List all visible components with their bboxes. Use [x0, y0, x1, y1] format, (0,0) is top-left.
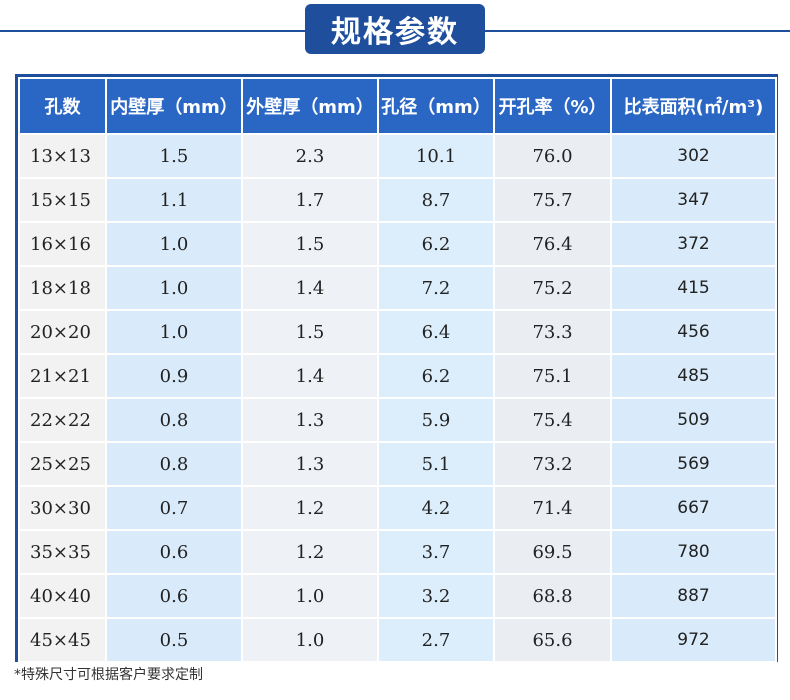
table-row: 20×20 1.0 1.5 6.4 73.3 456: [18, 309, 777, 355]
table-cell: 73.2: [493, 441, 612, 487]
table-cell: 2.7: [377, 617, 495, 663]
table-cell: 75.4: [493, 397, 612, 443]
table-row: 25×25 0.8 1.3 5.1 73.2 569: [18, 441, 777, 487]
table-cell: 20×20: [18, 309, 107, 355]
table-cell: 1.0: [241, 617, 379, 663]
table-cell: 65.6: [493, 617, 612, 663]
spec-table: 孔数 内壁厚（mm） 外壁厚（mm） 孔径（mm） 开孔率（%） 比表面积(㎡/…: [18, 77, 777, 663]
table-row: 21×21 0.9 1.4 6.2 75.1 485: [18, 353, 777, 399]
table-row: 16×16 1.0 1.5 6.2 76.4 372: [18, 221, 777, 267]
spec-table-container: 孔数 内壁厚（mm） 外壁厚（mm） 孔径（mm） 开孔率（%） 比表面积(㎡/…: [15, 74, 778, 663]
header-outer-wall: 外壁厚（mm）: [241, 77, 379, 135]
table-cell: 3.7: [377, 529, 495, 575]
table-cell: 1.4: [241, 353, 379, 399]
table-cell: 6.4: [377, 309, 495, 355]
table-cell: 76.0: [493, 133, 612, 179]
table-cell: 75.2: [493, 265, 612, 311]
table-cell: 887: [610, 573, 777, 619]
table-cell: 45×45: [18, 617, 107, 663]
table-cell: 35×35: [18, 529, 107, 575]
table-cell: 1.0: [241, 573, 379, 619]
table-cell: 0.8: [105, 397, 243, 443]
table-cell: 8.7: [377, 177, 495, 223]
header-hole-count: 孔数: [18, 77, 107, 135]
table-cell: 6.2: [377, 221, 495, 267]
table-cell: 456: [610, 309, 777, 355]
table-cell: 1.2: [241, 485, 379, 531]
table-cell: 4.2: [377, 485, 495, 531]
table-cell: 71.4: [493, 485, 612, 531]
table-cell: 1.2: [241, 529, 379, 575]
table-cell: 1.3: [241, 397, 379, 443]
table-cell: 1.3: [241, 441, 379, 487]
table-cell: 18×18: [18, 265, 107, 311]
table-cell: 667: [610, 485, 777, 531]
table-cell: 2.3: [241, 133, 379, 179]
table-cell: 1.5: [241, 221, 379, 267]
table-row: 40×40 0.6 1.0 3.2 68.8 887: [18, 573, 777, 619]
table-cell: 1.4: [241, 265, 379, 311]
table-row: 22×22 0.8 1.3 5.9 75.4 509: [18, 397, 777, 443]
table-cell: 5.1: [377, 441, 495, 487]
table-cell: 972: [610, 617, 777, 663]
table-row: 35×35 0.6 1.2 3.7 69.5 780: [18, 529, 777, 575]
table-cell: 1.1: [105, 177, 243, 223]
table-cell: 73.3: [493, 309, 612, 355]
table-cell: 25×25: [18, 441, 107, 487]
table-cell: 0.5: [105, 617, 243, 663]
table-cell: 0.6: [105, 529, 243, 575]
table-cell: 7.2: [377, 265, 495, 311]
table-cell: 1.0: [105, 265, 243, 311]
table-cell: 75.1: [493, 353, 612, 399]
table-cell: 0.9: [105, 353, 243, 399]
table-cell: 485: [610, 353, 777, 399]
header-open-ratio: 开孔率（%）: [493, 77, 612, 135]
table-cell: 6.2: [377, 353, 495, 399]
table-cell: 3.2: [377, 573, 495, 619]
table-cell: 1.7: [241, 177, 379, 223]
table-cell: 13×13: [18, 133, 107, 179]
table-cell: 347: [610, 177, 777, 223]
table-cell: 21×21: [18, 353, 107, 399]
table-cell: 569: [610, 441, 777, 487]
table-row: 15×15 1.1 1.7 8.7 75.7 347: [18, 177, 777, 223]
table-cell: 40×40: [18, 573, 107, 619]
table-row: 18×18 1.0 1.4 7.2 75.2 415: [18, 265, 777, 311]
table-cell: 372: [610, 221, 777, 267]
section-title: 规格参数: [305, 4, 485, 54]
table-cell: 1.5: [105, 133, 243, 179]
table-cell: 30×30: [18, 485, 107, 531]
table-row: 30×30 0.7 1.2 4.2 71.4 667: [18, 485, 777, 531]
table-cell: 16×16: [18, 221, 107, 267]
table-cell: 76.4: [493, 221, 612, 267]
footnote: *特殊尺寸可根据客户要求定制: [14, 667, 203, 683]
table-cell: 1.0: [105, 309, 243, 355]
table-row: 13×13 1.5 2.3 10.1 76.0 302: [18, 133, 777, 179]
table-cell: 0.6: [105, 573, 243, 619]
table-cell: 780: [610, 529, 777, 575]
table-cell: 69.5: [493, 529, 612, 575]
table-cell: 22×22: [18, 397, 107, 443]
table-cell: 1.0: [105, 221, 243, 267]
table-cell: 10.1: [377, 133, 495, 179]
table-cell: 302: [610, 133, 777, 179]
table-header-row: 孔数 内壁厚（mm） 外壁厚（mm） 孔径（mm） 开孔率（%） 比表面积(㎡/…: [18, 77, 777, 135]
table-cell: 415: [610, 265, 777, 311]
table-cell: 15×15: [18, 177, 107, 223]
header-inner-wall: 内壁厚（mm）: [105, 77, 243, 135]
table-cell: 75.7: [493, 177, 612, 223]
table-row: 45×45 0.5 1.0 2.7 65.6 972: [18, 617, 777, 663]
header-specific-surface: 比表面积(㎡/m³): [610, 77, 777, 135]
table-cell: 1.5: [241, 309, 379, 355]
table-cell: 5.9: [377, 397, 495, 443]
table-cell: 509: [610, 397, 777, 443]
table-cell: 0.7: [105, 485, 243, 531]
table-cell: 0.8: [105, 441, 243, 487]
header-hole-diameter: 孔径（mm）: [377, 77, 495, 135]
table-cell: 68.8: [493, 573, 612, 619]
